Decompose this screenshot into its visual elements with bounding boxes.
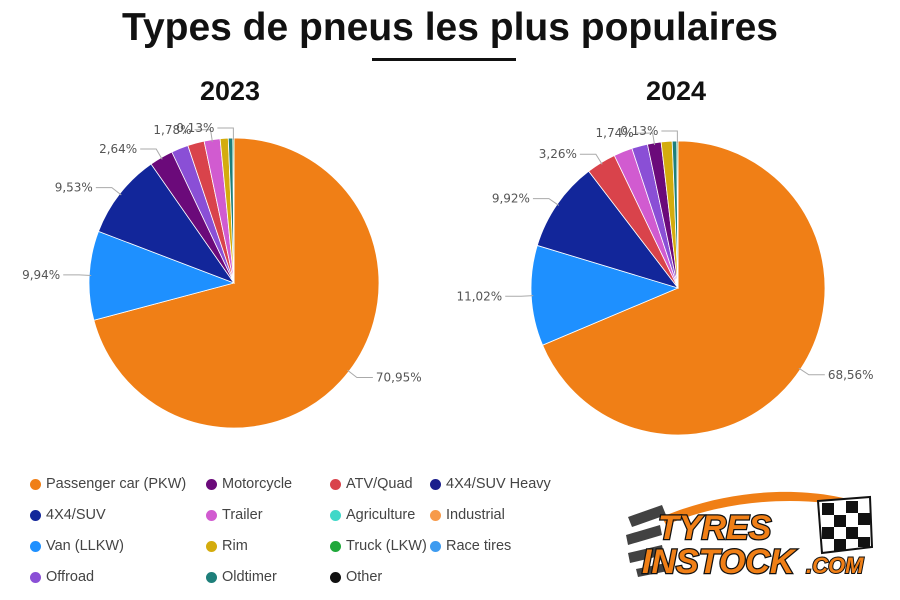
legend-label: ATV/Quad xyxy=(346,476,413,492)
leader-line xyxy=(505,295,534,297)
slice-data-label: 2,64% xyxy=(99,142,137,156)
legend-marker xyxy=(30,540,41,552)
legend-item-motorcycle[interactable]: Motorcycle xyxy=(206,476,292,492)
legend-marker xyxy=(206,478,217,490)
slice-data-label: 70,95% xyxy=(376,370,422,384)
legend-marker xyxy=(330,478,341,490)
leader-line xyxy=(217,127,234,141)
chart-main-title: Types de pneus les plus populaires xyxy=(122,6,778,49)
legend-label: Truck (LKW) xyxy=(346,538,427,554)
legend-item-industrial[interactable]: Industrial xyxy=(430,507,505,523)
leader-line xyxy=(347,369,373,378)
legend-item-truck-lkw-[interactable]: Truck (LKW) xyxy=(330,538,427,554)
legend-item-atv-quad[interactable]: ATV/Quad xyxy=(330,476,413,492)
legend-marker xyxy=(430,540,441,552)
leader-line xyxy=(140,148,163,160)
legend-item-van-llkw-[interactable]: Van (LLKW) xyxy=(30,538,124,554)
legend: Passenger car (PKW) Motorcycle ATV/Quad 4X4… xyxy=(30,470,590,595)
legend-label: Oldtimer xyxy=(222,569,277,585)
pie-charts: 70,95%9,94%9,53%2,64%1,78%0,13%68,56%11,… xyxy=(22,121,874,436)
slice-data-label: 0,13% xyxy=(620,124,658,138)
slice-data-label: 9,92% xyxy=(492,192,530,206)
leader-line xyxy=(532,198,560,206)
slice-data-label: 1,78% xyxy=(153,123,191,137)
legend-label: Race tires xyxy=(446,538,512,554)
slice-data-label: 68,56% xyxy=(828,368,874,382)
legend-marker xyxy=(330,509,341,521)
slice-data-label: 0,13% xyxy=(176,121,214,135)
leader-line xyxy=(194,129,213,142)
legend-marker xyxy=(30,509,41,521)
logo-text-line2: INSTOCK xyxy=(642,543,797,581)
leader-line xyxy=(798,367,825,376)
leader-line xyxy=(63,274,92,277)
legend-marker xyxy=(206,540,217,552)
leader-line xyxy=(95,187,122,196)
slice-data-label: 1,74% xyxy=(596,126,634,140)
legend-label: Rim xyxy=(222,538,248,554)
pie-2024-title: 2024 xyxy=(645,76,707,106)
legend-label: Trailer xyxy=(222,507,263,523)
pie-2024: 68,56% 11,02% 9,92% 3,26% 1,74%0,13% xyxy=(456,124,874,436)
legend-marker xyxy=(330,571,341,583)
slice-data-label: 9,53% xyxy=(55,181,93,195)
legend-label: 4X4/SUV xyxy=(46,507,106,523)
leader-line xyxy=(661,130,678,144)
legend-marker xyxy=(30,478,41,490)
legend-label: Offroad xyxy=(46,569,95,585)
legend-marker xyxy=(430,509,441,521)
tyresinstock-logo: TYRES INSTOCK .COM xyxy=(626,491,874,582)
legend-label: 4X4/SUV Heavy xyxy=(446,476,551,492)
slice-data-label: 3,26% xyxy=(539,147,577,161)
legend-label: Motorcycle xyxy=(222,476,293,492)
checkered-flag-icon xyxy=(816,495,874,555)
legend-item-4x4-suv[interactable]: 4X4/SUV xyxy=(30,507,106,523)
legend-item-oldtimer[interactable]: Oldtimer xyxy=(206,569,277,585)
title-underline xyxy=(372,58,516,61)
legend-item-trailer[interactable]: Trailer xyxy=(206,507,263,523)
legend-item-agriculture[interactable]: Agriculture xyxy=(330,507,415,523)
legend-marker xyxy=(206,571,217,583)
slice-data-label: 9,94% xyxy=(22,268,60,282)
leader-line xyxy=(636,132,656,145)
pie-2023-title: 2023 xyxy=(199,76,261,106)
legend-item-4x4-suv-heavy[interactable]: 4X4/SUV Heavy xyxy=(430,476,551,492)
legend-label: Passenger car (PKW) xyxy=(46,476,187,492)
legend-label: Industrial xyxy=(446,507,505,523)
leader-line xyxy=(579,153,603,165)
legend-marker xyxy=(330,540,341,552)
legend-marker xyxy=(30,571,41,583)
legend-marker xyxy=(430,478,441,490)
slice-data-label: 11,02% xyxy=(456,289,502,303)
legend-item-passenger-car-pkw-[interactable]: Passenger car (PKW) xyxy=(30,476,186,492)
legend-item-other[interactable]: Other xyxy=(330,569,382,585)
legend-label: Agriculture xyxy=(346,507,416,523)
legend-label: Van (LLKW) xyxy=(46,538,124,554)
legend-item-rim[interactable]: Rim xyxy=(206,538,248,554)
legend-label: Other xyxy=(346,569,383,585)
legend-item-offroad[interactable]: Offroad xyxy=(30,569,94,585)
legend-marker xyxy=(206,509,217,521)
legend-item-race-tires[interactable]: Race tires xyxy=(430,538,511,554)
tire-tread-graphic xyxy=(626,505,668,577)
logo-text-line1: TYRES xyxy=(658,509,772,547)
logo-text-suffix: .COM xyxy=(806,553,864,578)
logo-swoosh xyxy=(662,491,868,525)
pie-2023: 70,95% 9,94% 9,53% 2,64% 1,78%0,13% xyxy=(22,121,422,429)
